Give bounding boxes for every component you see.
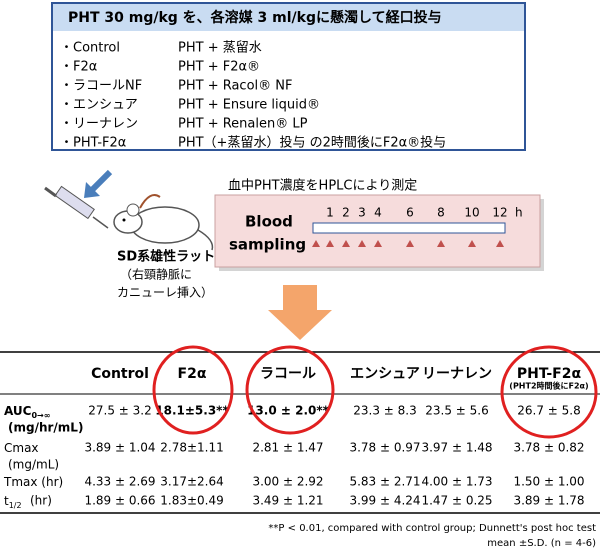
label-main: AUC	[4, 404, 32, 418]
treatment: PHT + F2α®	[178, 60, 260, 75]
group-label: ・エンシュア	[60, 98, 138, 113]
cell: 3.89 ± 1.04	[84, 441, 155, 455]
cell: 3.00 ± 2.92	[252, 475, 323, 489]
group-label: ・PHT-F2α	[60, 136, 126, 151]
cell: 3.99 ± 4.24	[349, 494, 420, 508]
animal-name: SD系雄性ラット	[117, 249, 215, 265]
row-unit: (mg/mL)	[8, 458, 59, 472]
cell: 27.5 ± 3.2	[88, 404, 152, 418]
protocol-title: PHT 30 mg/kg を、各溶媒 3 ml/kgに懸濁して経口投与	[68, 9, 442, 26]
protocol-header	[53, 4, 524, 31]
highlight-circle	[152, 345, 234, 435]
row-unit: (hr)	[30, 494, 52, 508]
cell: 3.49 ± 1.21	[252, 494, 323, 508]
cell: 1.89 ± 0.66	[84, 494, 155, 508]
sampling-label: Blood	[245, 213, 293, 231]
animal-note: （右頸静脈に	[120, 267, 192, 282]
syringe	[44, 185, 109, 229]
cell: 1.50 ± 1.00	[513, 475, 584, 489]
time-label: 6	[406, 206, 414, 220]
timeline	[312, 222, 506, 234]
sample-marker	[342, 240, 350, 247]
treatment: PHT + Racol® NF	[178, 79, 292, 94]
cell: 4.00 ± 1.73	[421, 475, 492, 489]
time-label: 8	[437, 206, 445, 220]
group-label: ・ラコールNF	[60, 79, 142, 94]
cell: 23.3 ± 8.3	[353, 404, 417, 418]
treatment: PHT（+蒸留水）投与 の2時間後にF2α®投与	[178, 135, 446, 151]
column-header: Control	[91, 366, 149, 382]
cell: 3.78 ± 0.97	[349, 441, 420, 455]
arrow	[89, 169, 113, 193]
label-main: t	[4, 494, 9, 508]
cell: 3.97 ± 1.48	[421, 441, 492, 455]
cell: 5.83 ± 2.71	[349, 475, 420, 489]
footnote: **P < 0.01, compared with control group;…	[268, 523, 596, 534]
treatment: PHT + Renalen® LP	[178, 117, 308, 132]
sample-marker	[496, 240, 504, 247]
arrowhead	[84, 182, 100, 198]
column-note: (PHT2時間後にF2α)	[509, 381, 588, 391]
sample-marker	[326, 240, 334, 247]
column-header: F2α	[178, 366, 207, 382]
sample-marker	[437, 240, 445, 247]
group-label: ・Control	[60, 41, 120, 56]
label-main: Cmax	[4, 441, 39, 455]
row-label: Tmax (hr)	[3, 475, 63, 489]
group-label: ・F2α	[60, 60, 97, 75]
row-label: t1/2	[4, 494, 22, 510]
time-label: 1	[326, 206, 334, 220]
cell: 1.47 ± 0.25	[421, 494, 492, 508]
sample-marker	[374, 240, 382, 247]
sample-marker	[468, 240, 476, 247]
cell: 18.1±5.3**	[155, 404, 229, 418]
time-label: 3	[358, 206, 366, 220]
label-sub: 0→∞	[31, 411, 50, 420]
cell: 13.0 ± 2.0**	[247, 404, 330, 418]
cell: 23.5 ± 5.6	[425, 404, 489, 418]
highlight-circle	[245, 345, 335, 435]
cell: 1.83±0.49	[160, 494, 224, 508]
group-label: ・リーナレン	[60, 117, 138, 132]
rat	[113, 194, 214, 251]
sample-marker	[358, 240, 366, 247]
time-label: 10	[464, 206, 479, 220]
sample-marker	[312, 240, 320, 247]
footnote: mean ±S.D. (n = 4-6)	[487, 538, 596, 549]
time-label: 2	[342, 206, 350, 220]
cell: 3.17±2.64	[160, 475, 224, 489]
animal-note: カニューレ挿入）	[117, 286, 213, 300]
treatment: PHT + Ensure liquid®	[178, 98, 320, 113]
cell: 4.33 ± 2.69	[84, 475, 155, 489]
time-label: 12	[492, 206, 507, 220]
cell: 3.78 ± 0.82	[513, 441, 584, 455]
sample-marker	[406, 240, 414, 247]
cell: 2.81 ± 1.47	[252, 441, 323, 455]
treatment: PHT + 蒸留水	[178, 41, 262, 56]
time-unit: h	[515, 206, 523, 220]
cell: 3.89 ± 1.78	[513, 494, 584, 508]
column-header: リーナレン	[422, 366, 492, 382]
column-header: エンシュア	[350, 366, 420, 382]
row-label: Cmax	[4, 441, 39, 455]
cell: 26.7 ± 5.8	[517, 404, 581, 418]
highlight-circle	[500, 345, 598, 439]
column-header: PHT-F2α	[517, 366, 582, 382]
row-unit: (mg/hr/mL)	[8, 421, 83, 435]
column-header: ラコール	[260, 366, 316, 382]
time-label: 4	[374, 206, 382, 220]
label-sub: 1/2	[9, 501, 22, 510]
cell: 2.78±1.11	[160, 441, 224, 455]
sampling-label: sampling	[229, 236, 306, 254]
sampling-caption: 血中PHT濃度をHPLCにより測定	[228, 178, 417, 194]
row-label: AUC0→∞	[4, 404, 50, 420]
down-arrow	[268, 285, 332, 340]
label-main: Tmax (hr)	[3, 475, 63, 489]
